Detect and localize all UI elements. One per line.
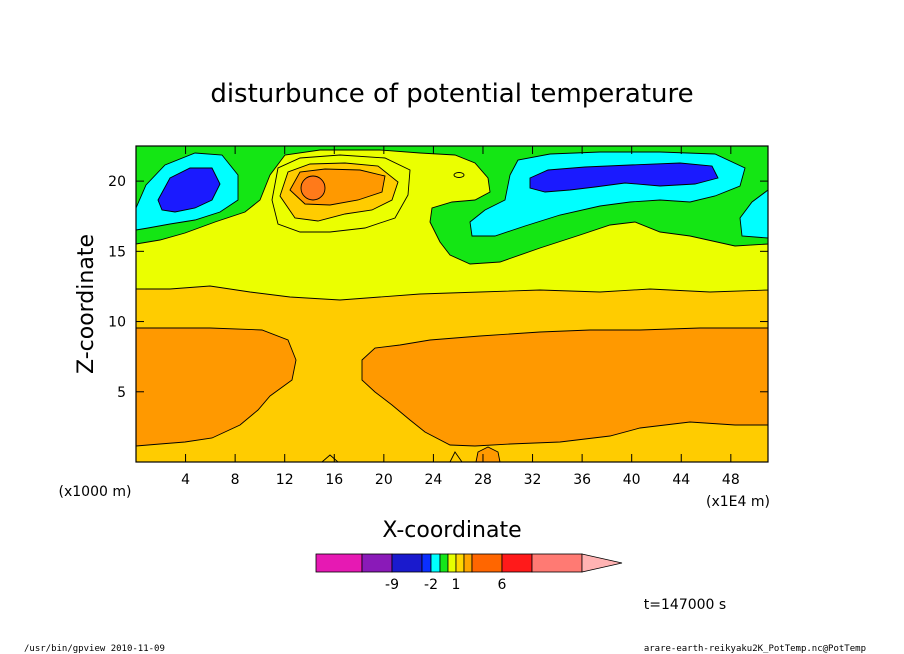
region-cold-cell-edge [739, 189, 768, 239]
colorbar-segment [391, 553, 423, 573]
y-axis-label: Z-coordinate [74, 234, 99, 374]
x-tick-label: 44 [672, 472, 690, 488]
colorbar-segment [463, 553, 473, 573]
x-tick-label: 16 [325, 472, 343, 488]
y-tick-label: 20 [108, 174, 126, 190]
plot-frame [135, 145, 769, 463]
colorbar-segment [501, 553, 533, 573]
y-tick-label: 15 [108, 244, 126, 260]
x-tick-label: 24 [424, 472, 442, 488]
plot-area [136, 146, 768, 462]
x-tick-label: 40 [623, 472, 641, 488]
x-unit-right: (x1E4 m) [706, 494, 770, 510]
colorbar-segment [531, 553, 583, 573]
y-tick-label: 5 [117, 385, 126, 401]
small-closed-contour [453, 172, 465, 178]
region-bottom-warm-bit [475, 446, 501, 462]
colorbar-segment [315, 553, 363, 573]
x-tick-label: 48 [722, 472, 740, 488]
colorbar-arrow [581, 553, 623, 573]
region-lower-warm-layer-right [361, 327, 768, 447]
chart-title: disturbunce of potential temperature [210, 79, 693, 109]
footer-right: arare-earth-reikyaku2K_PotTemp.nc@PotTem… [644, 644, 866, 654]
region-warm-bubble-core [300, 175, 326, 201]
colorbar-segment [430, 553, 441, 573]
x-tick-label: 20 [375, 472, 393, 488]
colorbar-segment [455, 553, 465, 573]
time-label: t=147000 s [644, 597, 726, 613]
region-bottom-small-loop-2 [449, 451, 463, 462]
footer-left: /usr/bin/gpview 2010-11-09 [24, 644, 165, 654]
colorbar-tick-label: 1 [452, 577, 461, 593]
colorbar-segment [447, 553, 457, 573]
region-lower-warm-layer-left [136, 327, 297, 447]
x-tick-label: 32 [524, 472, 542, 488]
x-axis-label: X-coordinate [382, 518, 521, 543]
colorbar-segment [421, 553, 432, 573]
x-tick-label: 28 [474, 472, 492, 488]
colorbar-tick-label: -2 [424, 577, 438, 593]
colorbar-tick-label: 6 [498, 577, 507, 593]
x-tick-label: 36 [573, 472, 591, 488]
colorbar-segment [439, 553, 449, 573]
x-tick-label: 4 [181, 472, 190, 488]
y-tick-label: 10 [108, 315, 126, 331]
colorbar: -9 -2 1 6 [315, 553, 623, 593]
region-coldest-core-right [529, 162, 719, 193]
colorbar-segment [361, 553, 393, 573]
x-tick-label: 12 [276, 472, 294, 488]
x-tick-label: 8 [231, 472, 240, 488]
colorbar-tick-label: -9 [385, 577, 399, 593]
x-unit-left: (x1000 m) [59, 484, 132, 500]
region-coldest-core-left [157, 167, 221, 213]
colorbar-segment [471, 553, 503, 573]
